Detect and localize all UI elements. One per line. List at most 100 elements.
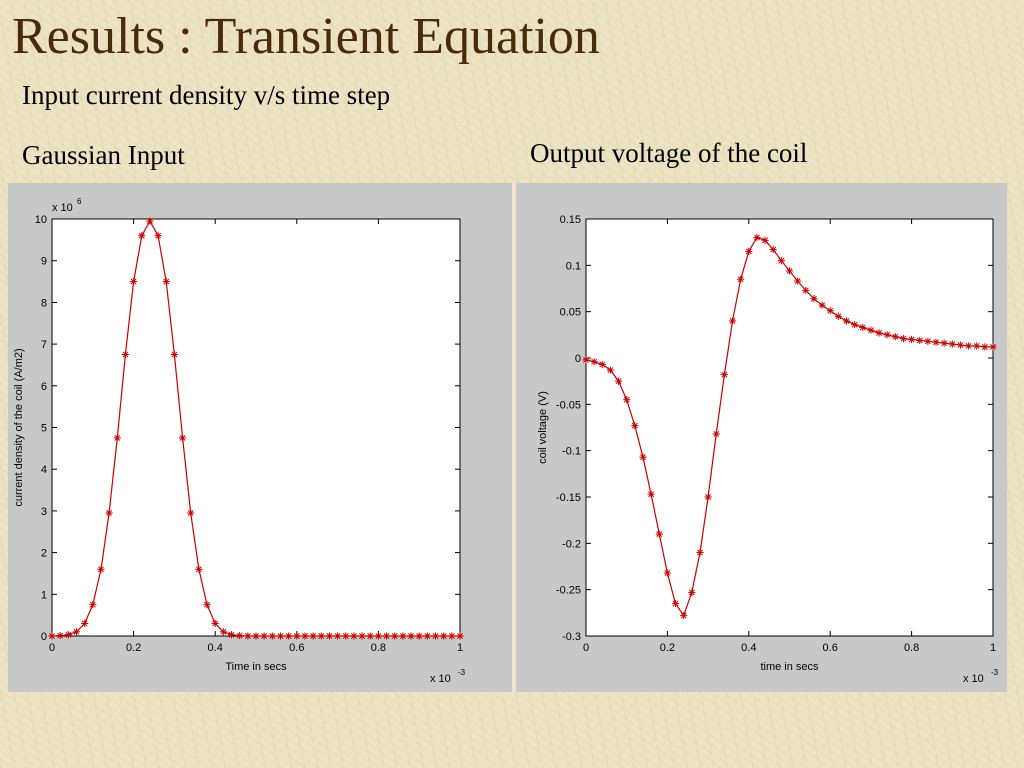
- y-tick-label: -0.2: [562, 538, 581, 550]
- y-axis-multiplier: x 10: [52, 202, 73, 214]
- data-point: [924, 337, 932, 345]
- y-tick-label: -0.1: [562, 446, 581, 458]
- data-point: [663, 569, 671, 577]
- y-axis-label: coil voltage (V): [537, 391, 549, 464]
- data-point: [818, 301, 826, 309]
- data-point: [932, 338, 940, 346]
- data-point: [334, 632, 342, 640]
- x-tick-label: 0.2: [660, 642, 675, 654]
- x-axis-multiplier: x 10: [430, 673, 451, 685]
- y-axis-exponent: 6: [77, 197, 82, 206]
- x-axis-exponent: -3: [458, 668, 466, 677]
- data-point: [456, 632, 464, 640]
- data-point: [802, 286, 810, 294]
- x-tick-label: 0.8: [904, 642, 919, 654]
- data-point: [916, 336, 924, 344]
- figure-divider: [512, 183, 516, 692]
- y-tick-label: 5: [41, 423, 47, 435]
- data-point: [623, 396, 631, 404]
- data-point: [631, 422, 639, 430]
- data-point: [342, 632, 350, 640]
- data-point: [582, 356, 590, 364]
- data-point: [293, 632, 301, 640]
- right-chart-heading: Output voltage of the coil: [530, 138, 808, 168]
- data-point: [113, 434, 121, 442]
- data-point: [948, 340, 956, 348]
- data-point: [399, 632, 407, 640]
- data-point: [382, 632, 391, 640]
- data-point: [285, 632, 293, 640]
- data-point: [785, 267, 794, 275]
- data-point: [647, 490, 655, 498]
- y-tick-label: 0.1: [566, 260, 581, 272]
- data-point: [97, 565, 105, 573]
- y-tick-label: 8: [41, 297, 47, 309]
- data-point: [908, 335, 916, 344]
- data-point: [655, 530, 663, 538]
- data-point: [276, 632, 285, 640]
- y-tick-label: 0.15: [560, 214, 581, 226]
- data-point: [358, 632, 366, 640]
- coil-voltage-figure: 0 0.2 0.4 0.6 0.8 1 0.15 0.1 0.05 0 -0.05 -0.1 -0.15…: [516, 183, 1007, 692]
- data-point: [162, 277, 170, 286]
- data-point: [964, 342, 973, 350]
- x-tick-label: 0.8: [371, 642, 386, 654]
- data-point: [211, 619, 219, 628]
- data-point: [851, 321, 859, 329]
- data-point: [614, 377, 623, 385]
- x-tick-label: 0.2: [126, 642, 141, 654]
- data-point: [170, 350, 178, 359]
- data-point: [146, 217, 154, 225]
- data-point: [761, 236, 769, 244]
- data-point: [737, 275, 745, 283]
- y-tick-label: 3: [41, 506, 47, 518]
- data-point: [639, 453, 647, 461]
- left-chart-heading: Gaussian Input: [22, 140, 185, 170]
- y-tick-label: 0: [575, 353, 581, 365]
- data-point: [981, 343, 989, 351]
- data-point: [606, 366, 615, 374]
- data-point: [64, 631, 72, 639]
- x-axis-label: Time in secs: [225, 661, 287, 673]
- y-tick-label: 2: [41, 548, 47, 560]
- data-point: [956, 341, 965, 349]
- data-point: [415, 632, 423, 640]
- x-tick-label: 0: [49, 642, 55, 654]
- data-point: [268, 632, 276, 640]
- data-point: [940, 339, 948, 347]
- data-point: [671, 599, 680, 608]
- data-point: [391, 632, 399, 640]
- data-point: [423, 632, 431, 640]
- y-tick-label: 0: [41, 631, 47, 643]
- data-point: [219, 628, 227, 636]
- data-point: [728, 317, 737, 325]
- x-tick-label: 1: [457, 642, 463, 654]
- y-tick-label: 0.05: [560, 307, 581, 319]
- data-point: [374, 632, 382, 640]
- data-point: [56, 631, 64, 640]
- data-point: [350, 632, 358, 640]
- data-point: [590, 358, 598, 366]
- y-tick-label: 1: [41, 589, 47, 601]
- data-point: [309, 632, 317, 640]
- y-tick-label: 9: [41, 256, 47, 268]
- data-point: [745, 247, 753, 256]
- x-tick-label: 1: [990, 642, 996, 654]
- x-tick-label: 0: [583, 642, 589, 654]
- x-axis-label: time in secs: [760, 661, 819, 673]
- data-point: [989, 343, 997, 351]
- y-tick-label: -0.25: [556, 585, 581, 597]
- data-point: [794, 277, 802, 285]
- slide-title: Results : Transient Equation: [12, 8, 600, 65]
- data-point: [842, 317, 851, 325]
- slide-subtitle: Input current density v/s time step: [22, 80, 391, 110]
- data-point: [138, 232, 146, 240]
- data-point: [973, 342, 981, 350]
- data-point: [826, 307, 834, 315]
- data-point: [875, 329, 883, 337]
- data-point: [260, 632, 268, 640]
- data-point: [769, 245, 777, 254]
- data-point: [121, 350, 130, 359]
- data-point: [236, 631, 244, 640]
